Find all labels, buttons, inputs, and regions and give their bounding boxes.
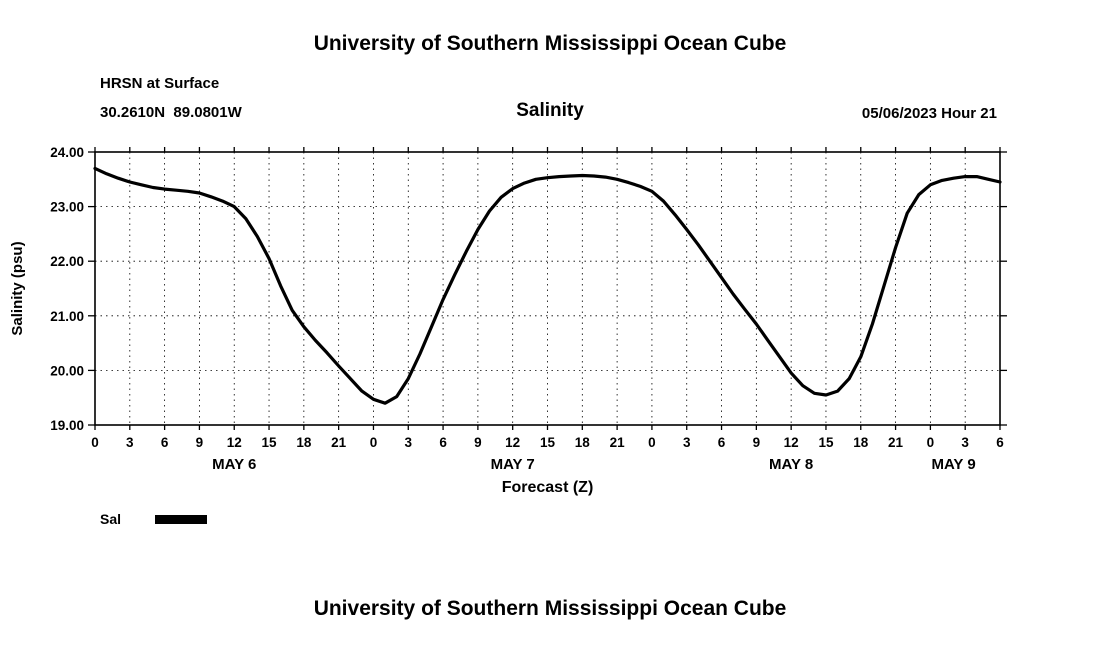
x-tick-label: 6 <box>996 435 1004 450</box>
x-tick-label: 15 <box>818 435 834 450</box>
x-tick-label: 9 <box>753 435 761 450</box>
x-tick-label: 18 <box>575 435 591 450</box>
y-tick-label: 23.00 <box>50 200 84 215</box>
x-tick-label: 12 <box>227 435 242 450</box>
x-tick-label: 0 <box>648 435 656 450</box>
salinity-chart: 0 3 6 9 12 15 18 21 0 3 6 9 12 15 18 21 0 3 6 9 12 15 18 21 0 3 6 1… <box>9 145 1007 496</box>
x-tick-label: 0 <box>927 435 935 450</box>
x-tick-label: 12 <box>784 435 799 450</box>
x-tick-label: 0 <box>91 435 99 450</box>
coordinates-label: 30.2610N 89.0801W <box>100 104 242 121</box>
day-label: MAY 9 <box>931 456 975 473</box>
x-tick-label: 9 <box>196 435 204 450</box>
x-tick-label: 15 <box>262 435 278 450</box>
day-label: MAY 8 <box>769 456 813 473</box>
x-tick-label: 18 <box>853 435 869 450</box>
x-axis-label: Forecast (Z) <box>502 479 594 496</box>
legend-line-swatch <box>155 514 208 524</box>
y-tick-label: 21.00 <box>50 309 84 324</box>
plot-frame <box>94 151 1001 426</box>
station-label: HRSN at Surface <box>100 75 220 92</box>
x-tick-label: 3 <box>961 435 969 450</box>
series-line-sal <box>93 166 1002 405</box>
x-tick-label: 0 <box>370 435 378 450</box>
page-title: University of Southern Mississippi Ocean… <box>313 32 787 55</box>
x-tick-label: 18 <box>296 435 312 450</box>
x-tick-label: 6 <box>161 435 169 450</box>
next-chart-title: University of Southern Mississippi Ocean… <box>313 597 787 620</box>
forecast-timestamp: 05/06/2023 Hour 21 <box>861 105 997 122</box>
day-label: MAY 7 <box>491 456 535 473</box>
y-tick-label: 24.00 <box>50 145 84 160</box>
variable-title: Salinity <box>516 100 584 121</box>
x-tick-label: 3 <box>405 435 413 450</box>
x-tick-label: 9 <box>474 435 482 450</box>
x-tick-label: 6 <box>439 435 447 450</box>
x-tick-label: 15 <box>540 435 556 450</box>
x-tick-label: 21 <box>610 435 626 450</box>
x-tick-label: 6 <box>718 435 726 450</box>
y-axis-label: Salinity (psu) <box>9 241 26 335</box>
legend: Sal <box>100 511 208 527</box>
legend-label: Sal <box>100 511 122 527</box>
y-tick-label: 20.00 <box>50 363 84 378</box>
x-tick-label: 12 <box>505 435 520 450</box>
x-tick-label: 3 <box>683 435 691 450</box>
y-tick-label: 19.00 <box>50 418 84 433</box>
day-label: MAY 6 <box>212 456 256 473</box>
y-tick-label: 22.00 <box>50 254 84 269</box>
x-tick-label: 21 <box>888 435 904 450</box>
x-tick-label: 3 <box>126 435 134 450</box>
x-tick-label: 21 <box>331 435 347 450</box>
